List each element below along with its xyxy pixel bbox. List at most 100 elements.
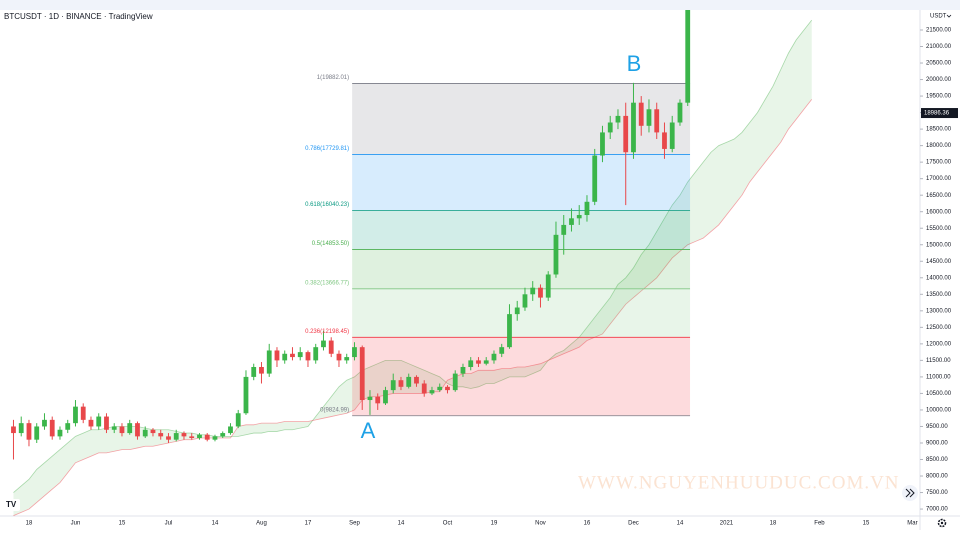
- candle-body: [545, 274, 551, 298]
- symbol-title: BTCUSDT · 1D · BINANCE · TradingView: [4, 12, 153, 21]
- candle-body: [266, 350, 272, 374]
- candle-body: [111, 426, 117, 430]
- y-tick-label: 12000.00: [926, 341, 952, 347]
- candle-body: [522, 294, 528, 308]
- candle-body: [251, 366, 257, 377]
- fib-label: 0.236(12198.45): [305, 329, 349, 335]
- y-tick-label: 8000.00: [926, 474, 948, 480]
- candle-body: [352, 347, 357, 358]
- y-tick-label: 13000.00: [926, 308, 952, 314]
- candle-body: [127, 423, 133, 434]
- fib-label: 0.5(14853.50): [312, 241, 349, 247]
- candle-body: [73, 406, 78, 424]
- candle-body: [468, 360, 474, 367]
- candle-body: [538, 287, 543, 298]
- fib-label: 0.382(13666.77): [305, 280, 349, 286]
- scroll-button[interactable]: [902, 485, 918, 501]
- tv-logo: TV: [4, 499, 20, 511]
- y-tick-label: 17000.00: [926, 176, 952, 182]
- x-tick-label: 19: [491, 521, 498, 527]
- candle-body: [189, 436, 195, 439]
- y-tick-label: 19500.00: [926, 94, 952, 100]
- x-tick-label: 15: [119, 521, 126, 527]
- candle-body: [119, 426, 125, 434]
- candle-body: [282, 353, 288, 361]
- y-tick-label: 20000.00: [926, 77, 952, 83]
- x-tick-label: Aug: [256, 521, 267, 527]
- x-tick-label: Nov: [535, 521, 546, 527]
- x-tick-label: Jun: [71, 521, 81, 527]
- y-tick-label: 11500.00: [926, 358, 951, 364]
- candle-body: [321, 340, 326, 348]
- candle-body: [383, 390, 388, 404]
- y-tick-label: 10500.00: [926, 391, 952, 397]
- candle-body: [135, 423, 140, 437]
- y-tick-label: 8500.00: [926, 457, 948, 463]
- currency-menu[interactable]: USDT: [930, 14, 947, 20]
- candle-body: [220, 433, 226, 437]
- last-price-label: 18986.36: [924, 111, 950, 117]
- y-tick-label: 20500.00: [926, 61, 952, 67]
- fib-band: [352, 288, 691, 338]
- last-price-tag: [921, 108, 958, 119]
- fib-band: [352, 249, 691, 289]
- y-tick-label: 17500.00: [926, 160, 952, 166]
- candle-body: [398, 380, 404, 387]
- settings-button[interactable]: [937, 518, 947, 528]
- y-tick-label: 15000.00: [926, 242, 952, 248]
- candle-body: [235, 413, 241, 427]
- candle-body: [662, 132, 667, 149]
- candle-body: [483, 360, 489, 364]
- fib-label: 0(9824.99): [320, 407, 349, 413]
- candle-body: [437, 386, 443, 391]
- candle-body: [243, 376, 249, 414]
- candle-body: [290, 353, 295, 358]
- candle-body: [375, 396, 381, 404]
- candle-body: [18, 423, 24, 434]
- candle-body: [166, 436, 171, 440]
- candle-body: [390, 380, 396, 391]
- x-tick-label: 15: [863, 521, 870, 527]
- cloud-span-b: [13, 99, 813, 516]
- candle-body: [530, 287, 536, 295]
- x-tick-label: 2021: [720, 521, 734, 527]
- candle-body: [197, 434, 202, 439]
- candle-body: [80, 406, 86, 420]
- candle-body: [421, 383, 427, 394]
- x-tick-label: 14: [677, 521, 684, 527]
- cloud-fill: [13, 20, 812, 516]
- candle-body: [685, 10, 691, 103]
- candle-body: [561, 224, 567, 235]
- candle-body: [142, 429, 148, 437]
- candle-body: [607, 122, 613, 133]
- candle-body: [34, 426, 40, 440]
- candle-body: [499, 347, 505, 354]
- candle-body: [173, 433, 179, 440]
- candle-body: [507, 314, 512, 348]
- watermark: WWW.NGUYENHUUDUC.COM.VN: [578, 472, 900, 493]
- y-tick-label: 18500.00: [926, 127, 952, 133]
- candle-body: [669, 122, 675, 149]
- y-tick-label: 14000.00: [926, 275, 952, 281]
- y-tick-label: 7500.00: [926, 490, 948, 496]
- y-tick-label: 21000.00: [926, 44, 952, 50]
- candle-body: [445, 386, 450, 391]
- candle-body: [631, 102, 636, 153]
- x-tick-label: Dec: [628, 521, 639, 527]
- candle-body: [367, 396, 373, 401]
- fib-band: [352, 154, 691, 211]
- y-tick-label: 15500.00: [926, 226, 952, 232]
- candle-body: [429, 390, 435, 394]
- cloud-span-a: [13, 19, 813, 493]
- x-tick-label: 18: [26, 521, 33, 527]
- y-tick-label: 9000.00: [926, 441, 948, 447]
- fib-band: [352, 210, 691, 250]
- candle-body: [553, 234, 559, 275]
- candle-body: [491, 353, 497, 361]
- candle-body: [228, 426, 233, 434]
- candle-body: [476, 360, 481, 364]
- candle-body: [88, 419, 94, 427]
- candle-body: [359, 347, 365, 401]
